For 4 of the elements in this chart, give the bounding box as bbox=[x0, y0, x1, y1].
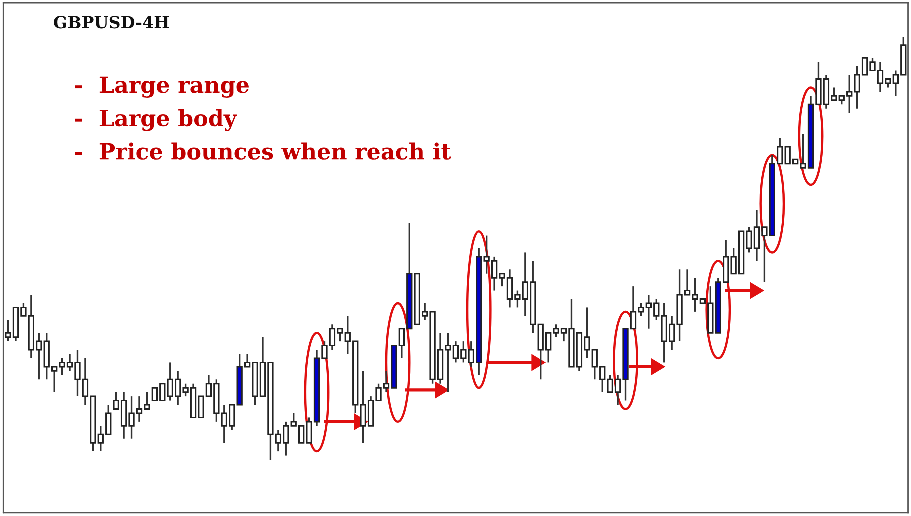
annotation: - Large body bbox=[75, 109, 238, 132]
annotation: - Large range bbox=[75, 76, 249, 98]
annotation: - Price bounces when reach it bbox=[75, 142, 452, 160]
chart-title: GBPUSD-4H bbox=[54, 16, 170, 29]
